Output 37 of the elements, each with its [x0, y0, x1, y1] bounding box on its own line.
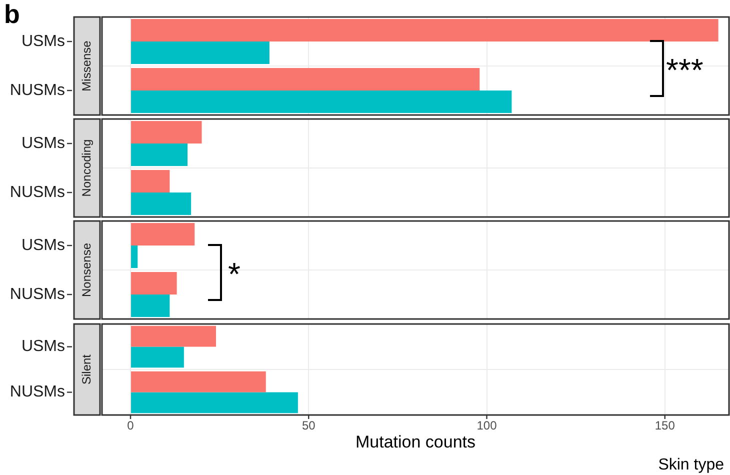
text: Silent: [79, 354, 94, 385]
bar: [131, 346, 184, 368]
x-axis-title: Mutation counts: [355, 432, 476, 452]
bar: [131, 371, 266, 392]
y-tick-label: USMs: [21, 32, 65, 50]
y-tick-label: NUSMs: [10, 384, 65, 401]
y-tick-label: USMs: [21, 236, 65, 254]
x-tick-label: 150: [654, 418, 676, 433]
y-tick-label: USMs: [21, 338, 65, 356]
x-tick-label: 100: [476, 418, 498, 433]
x-tick-label: 50: [302, 418, 316, 433]
bar: [131, 90, 512, 114]
text: b: [4, 0, 20, 30]
text: Missense: [79, 40, 94, 92]
bar: [131, 144, 188, 166]
bar: [131, 18, 718, 42]
bar: [131, 120, 202, 144]
y-tick-label: NUSMs: [10, 286, 65, 303]
bar: [131, 42, 270, 64]
bar: [131, 192, 192, 216]
bar: [131, 294, 170, 318]
x-tick-label: 0: [127, 418, 134, 433]
bar: [131, 392, 298, 414]
y-tick-label: USMs: [21, 134, 65, 152]
bar: [131, 272, 177, 294]
bar: [131, 326, 216, 347]
bar: [131, 170, 170, 192]
text: Nonsense: [79, 242, 94, 298]
bar: [131, 222, 195, 246]
text: Noncoding: [79, 139, 94, 197]
annotation: *: [228, 256, 240, 292]
legend-title: Skin type: [658, 456, 724, 474]
y-tick-label: NUSMs: [10, 184, 65, 201]
annotation: ***: [666, 52, 704, 88]
bar: [131, 246, 138, 268]
bar: [131, 68, 480, 90]
y-tick-label: NUSMs: [10, 82, 65, 99]
